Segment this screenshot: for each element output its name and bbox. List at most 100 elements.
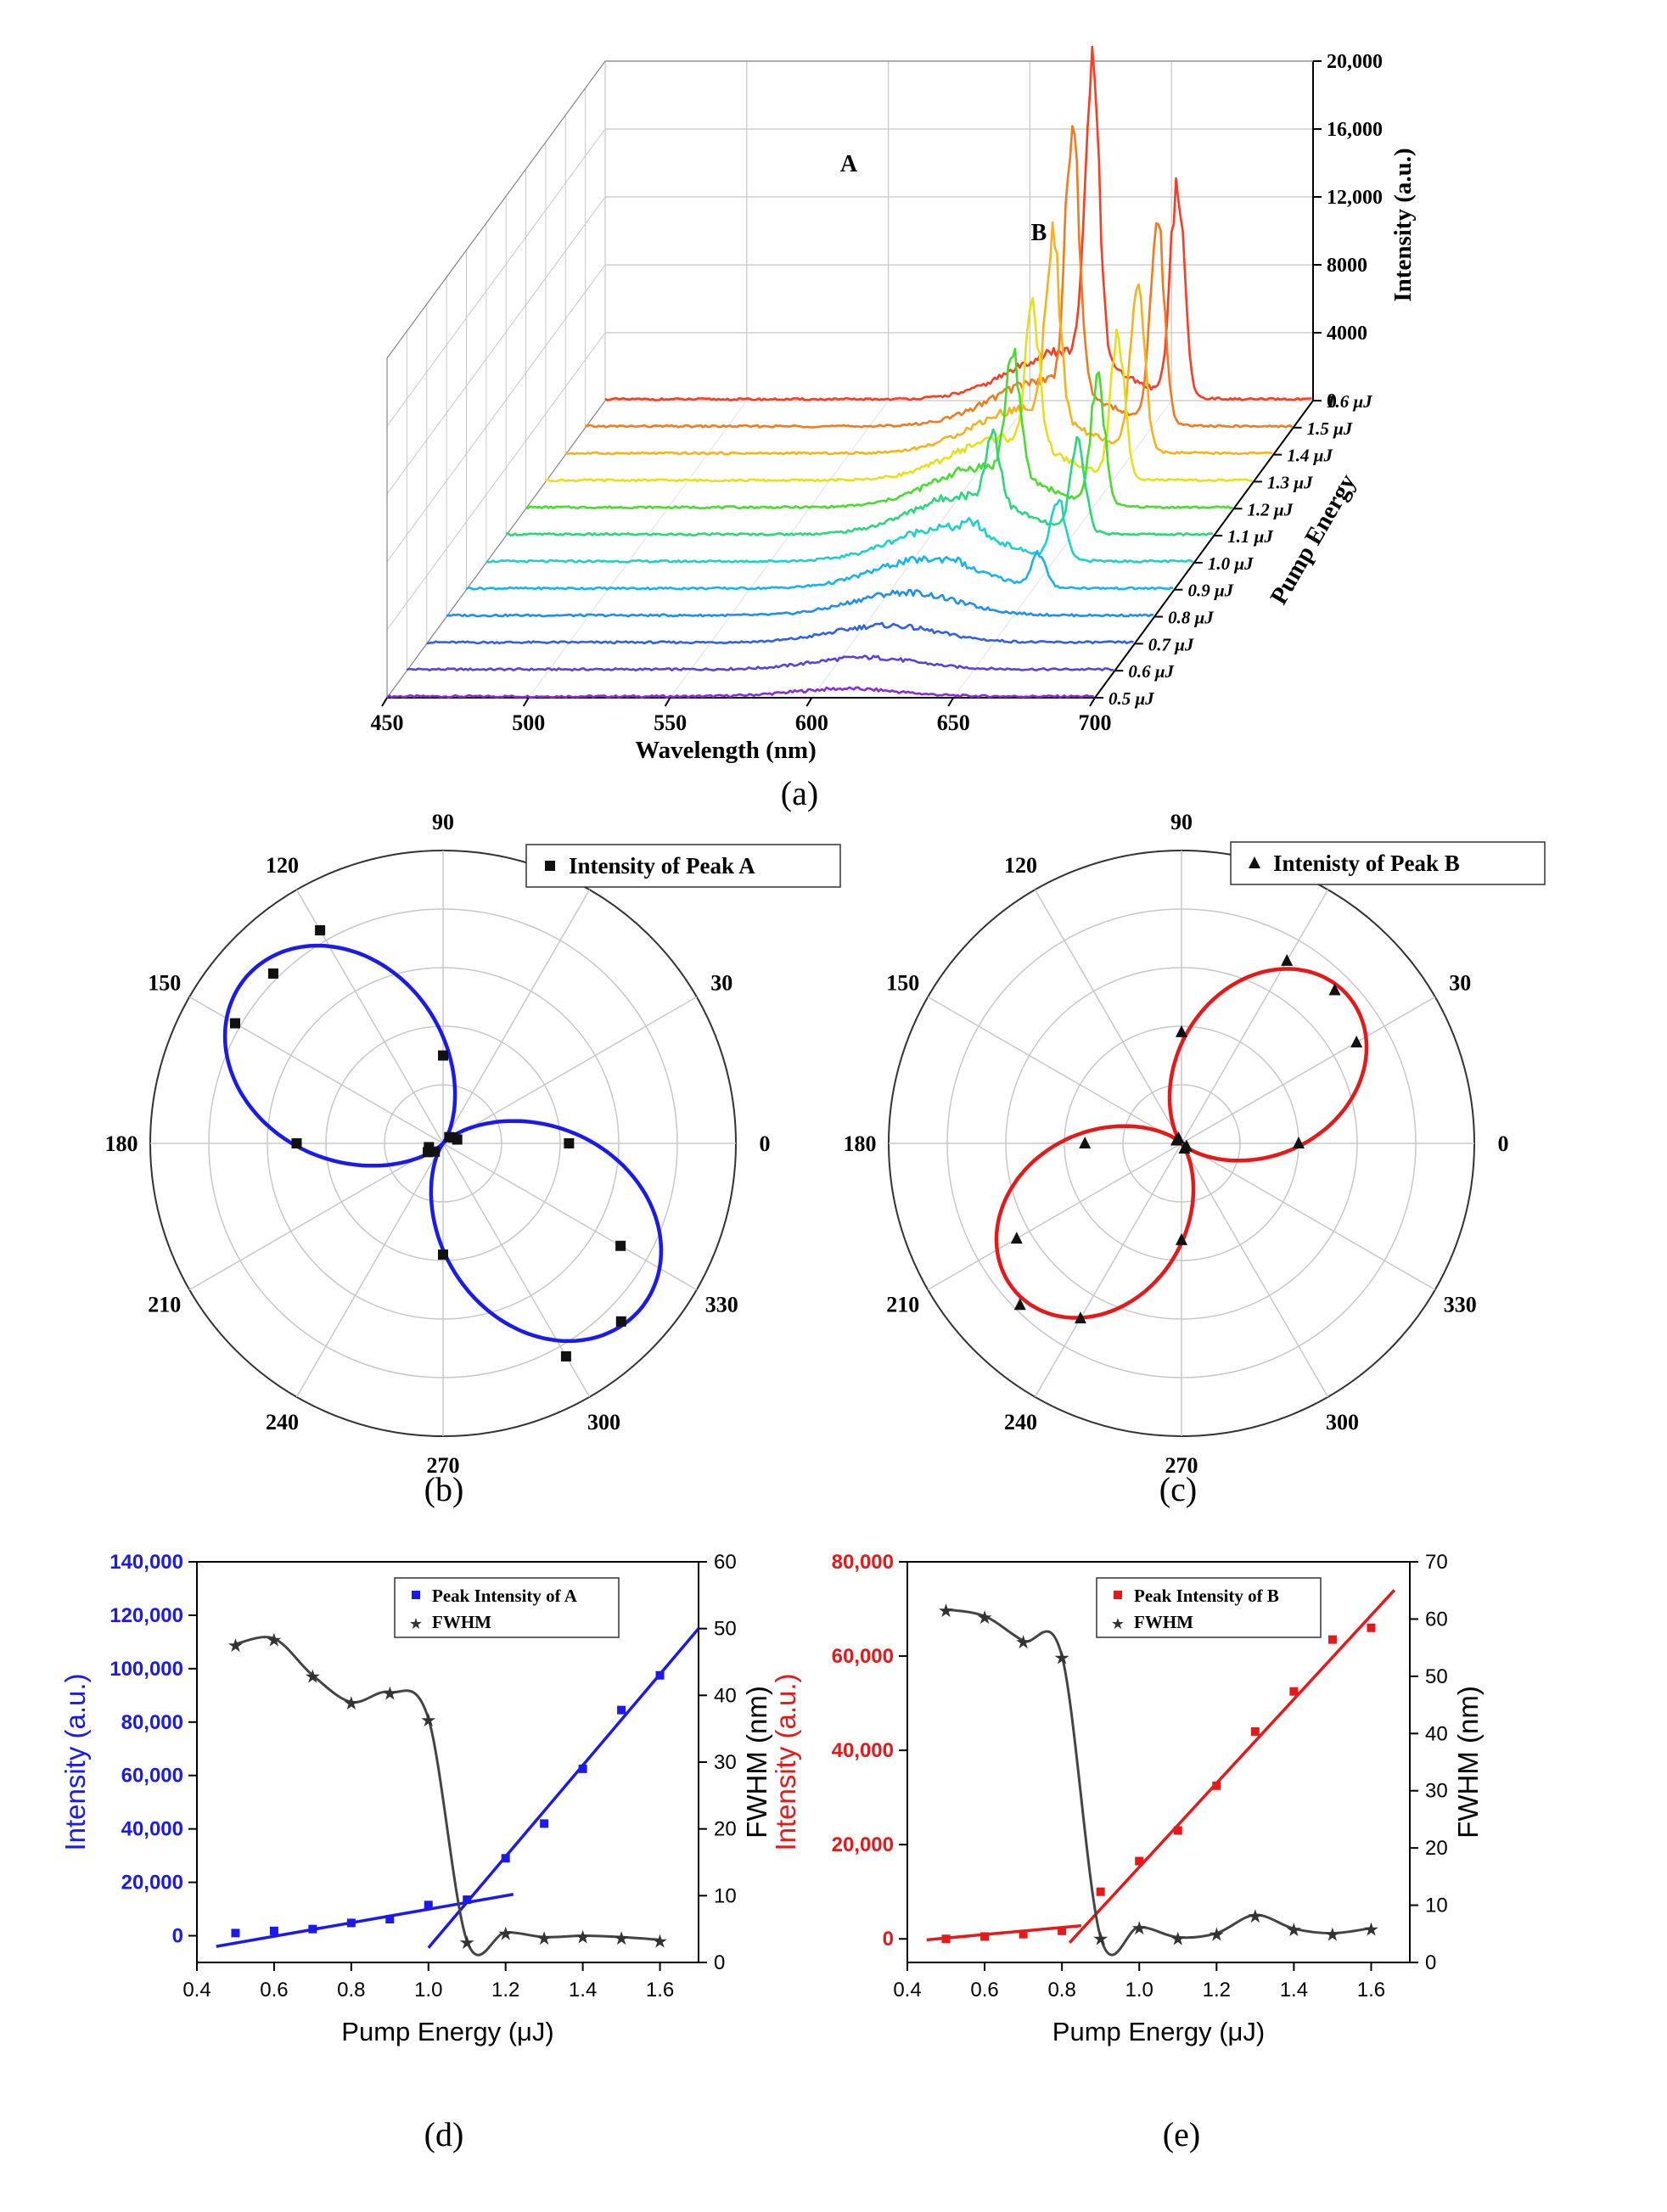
polar-spoke <box>1034 889 1182 1144</box>
intensity-point <box>463 1895 472 1905</box>
x-axis-label: Pump Energy (μJ) <box>1052 2017 1265 2046</box>
legend-box <box>394 1577 620 1638</box>
spectrum-line <box>585 125 1294 429</box>
angle-tick-label: 120 <box>266 853 299 878</box>
y-tick-label: 60,000 <box>832 1645 894 1668</box>
angle-tick-label: 300 <box>1326 1410 1359 1434</box>
fwhm-point: ★ <box>1324 1924 1341 1945</box>
legend-label: FWHM <box>1134 1612 1193 1632</box>
data-point <box>1170 1133 1183 1146</box>
fwhm-point: ★ <box>976 1607 993 1628</box>
z-tick-label: 1.6 μJ <box>1327 391 1373 412</box>
legend-marker <box>1249 856 1260 868</box>
intensity-point <box>1019 1929 1028 1939</box>
spectrum-line <box>525 347 1233 510</box>
spectrum-line <box>545 296 1253 483</box>
fwhm-point: ★ <box>1286 1919 1303 1940</box>
y-tick-label: 0 <box>883 1928 894 1951</box>
y-tick-label: 20,000 <box>1327 51 1383 73</box>
x-tick-label: 0.6 <box>970 1979 998 2001</box>
panel-label-b: (b) <box>424 1470 464 1508</box>
intensity-point <box>1212 1781 1221 1790</box>
legend-marker: ★ <box>409 1615 423 1632</box>
spectrum-line <box>465 549 1174 591</box>
legend-label: Intenisty of Peak B <box>1273 851 1460 876</box>
polar-spoke <box>188 1142 444 1291</box>
angle-tick-label: 0 <box>760 1131 771 1156</box>
y2-tick-label: 10 <box>1425 1895 1448 1917</box>
panel-label-d: (d) <box>424 2115 464 2153</box>
intensity-point <box>385 1915 395 1924</box>
x-tick-label: 0.8 <box>337 1979 365 2001</box>
polar-spoke <box>442 996 698 1144</box>
y-axis-label: Intensity (a.u.) <box>1389 148 1417 301</box>
y-tick-label: 12,000 <box>1327 187 1383 209</box>
x-tick-label: 500 <box>512 710 545 735</box>
box-edge <box>386 400 606 699</box>
y2-tick-label: 20 <box>1425 1837 1448 1860</box>
spectrum-line <box>506 428 1213 536</box>
y2-tick-label: 40 <box>714 1684 737 1707</box>
intensity-point <box>1250 1726 1260 1736</box>
spectrum-line <box>426 621 1134 645</box>
x-tick-label: 0.8 <box>1047 1979 1075 2001</box>
x-tick-label: 1.6 <box>646 1979 674 2001</box>
y-tick-label: 20,000 <box>121 1872 183 1895</box>
fwhm-point: ★ <box>1015 1631 1032 1653</box>
fwhm-point: ★ <box>1131 1917 1148 1939</box>
intensity-point <box>1367 1623 1376 1632</box>
spectrum-line <box>386 686 1094 699</box>
data-point <box>1013 1298 1026 1311</box>
intensity-point <box>980 1932 990 1941</box>
y2-tick-label: 60 <box>714 1551 737 1574</box>
spectrum-line <box>406 654 1114 672</box>
angle-tick-label: 330 <box>705 1293 738 1317</box>
angle-tick-label: 240 <box>1004 1410 1037 1434</box>
polar-spoke <box>1181 1142 1329 1398</box>
intensity-point <box>655 1670 665 1680</box>
data-point <box>1350 1035 1363 1047</box>
z-tick-label: 1.5 μJ <box>1307 418 1354 439</box>
fwhm-point: ★ <box>536 1928 553 1949</box>
floor-gridline <box>811 400 1030 699</box>
angle-tick-label: 30 <box>1449 971 1471 996</box>
panel-e: 0.4 0.6 0.8 1.0 1.2 1.4 1.6 Pump Energy (μJ) 0 20… <box>770 1551 1484 2153</box>
panel-c: 0306090120150180210240270300330Intenisty… <box>844 810 1546 1508</box>
y-tick-label: 8000 <box>1327 255 1367 277</box>
z-tick-label: 0.8 μJ <box>1168 608 1215 628</box>
legend: Peak Intensity of B ★ FWHM <box>1096 1577 1322 1638</box>
y-tick-label: 0 <box>172 1925 183 1948</box>
fwhm-point: ★ <box>343 1693 360 1714</box>
y-tick-label: 140,000 <box>109 1551 183 1574</box>
y2-tick-label: 50 <box>1425 1665 1448 1688</box>
y-axis-label: Intensity (a.u.) <box>59 1673 91 1850</box>
legend-label: Peak Intensity of A <box>432 1586 578 1606</box>
fwhm-point: ★ <box>1247 1906 1264 1927</box>
angle-tick-label: 120 <box>1004 853 1037 878</box>
spectrum-line <box>604 45 1312 401</box>
y2-tick-label: 40 <box>1425 1722 1448 1745</box>
y-tick-label: 40,000 <box>832 1739 894 1762</box>
x-tick-label: 1.4 <box>569 1979 597 2001</box>
fwhm-point: ★ <box>652 1930 669 1951</box>
side-wall-gridline <box>386 332 606 631</box>
data-point <box>1328 983 1341 996</box>
x-tick <box>947 697 955 707</box>
legend-marker <box>412 1591 420 1599</box>
y-tick-label: 80,000 <box>121 1711 183 1734</box>
intensity-point <box>1289 1687 1299 1696</box>
y2-tick-label: 0 <box>714 1951 725 1974</box>
data-point <box>1180 1139 1193 1152</box>
fwhm-point: ★ <box>938 1600 955 1621</box>
intensity-point <box>1173 1826 1182 1835</box>
y-tick-label: 20,000 <box>832 1833 894 1856</box>
polar-spoke <box>1034 1142 1182 1398</box>
y2-tick-label: 30 <box>714 1751 737 1774</box>
angle-tick-label: 270 <box>1165 1453 1198 1478</box>
x-tick-label: 450 <box>371 710 404 735</box>
data-point <box>1176 1025 1187 1037</box>
side-wall-gridline <box>386 264 606 563</box>
panel-label-a: (a) <box>781 774 818 812</box>
fwhm-curve <box>235 1636 660 1957</box>
fwhm-point: ★ <box>613 1928 630 1949</box>
